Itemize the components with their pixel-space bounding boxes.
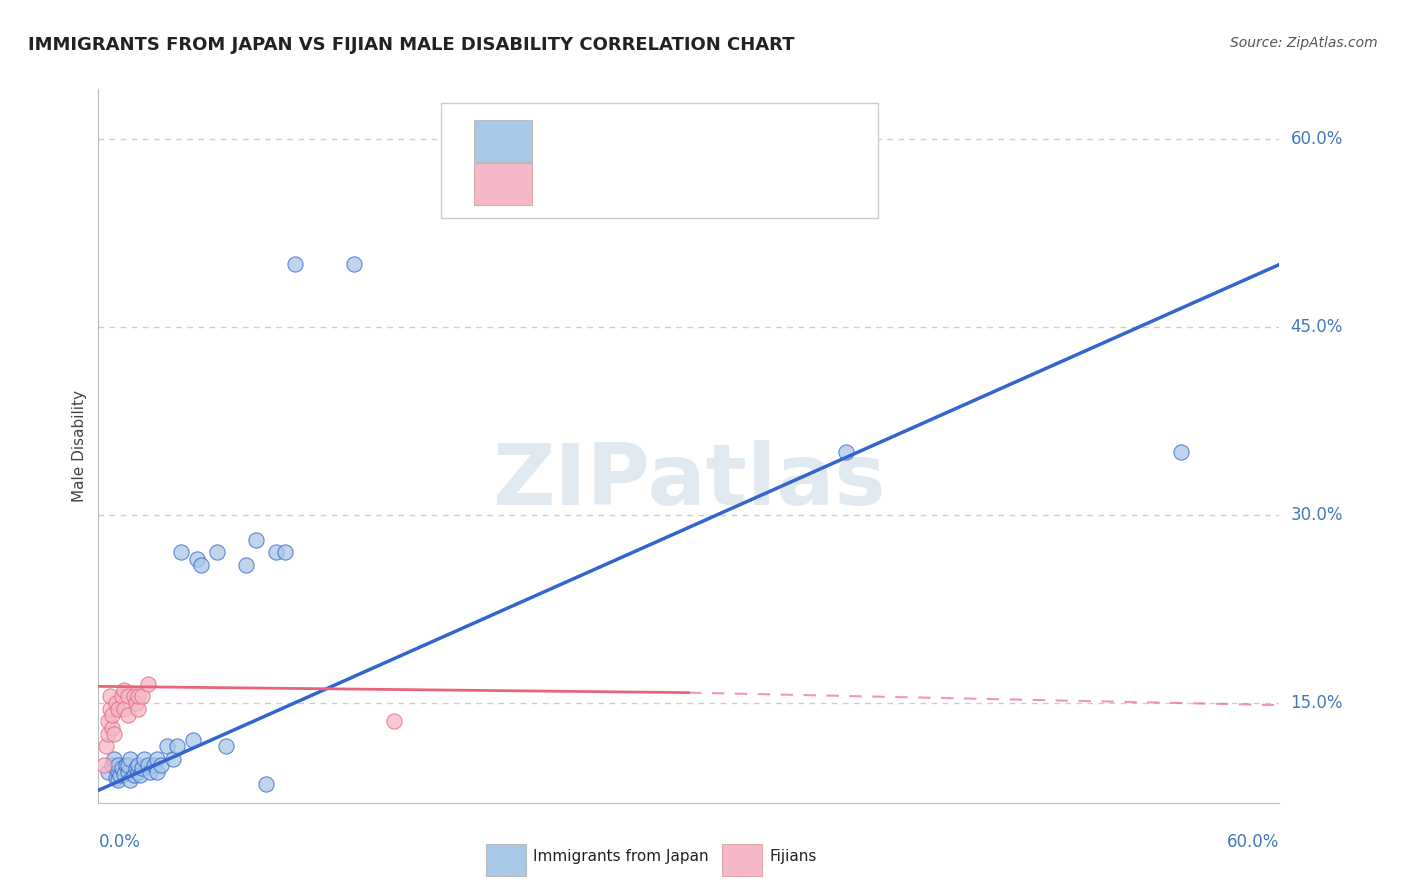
Point <box>215 739 238 754</box>
Point <box>108 768 131 782</box>
Point <box>118 752 141 766</box>
Point <box>835 445 858 459</box>
Text: ZIPatlas: ZIPatlas <box>492 440 886 524</box>
Point <box>382 714 405 729</box>
Text: Source: ZipAtlas.com: Source: ZipAtlas.com <box>1230 36 1378 50</box>
Point <box>150 758 173 772</box>
FancyBboxPatch shape <box>474 162 531 205</box>
Point <box>101 721 124 735</box>
Point <box>103 727 125 741</box>
Point <box>127 702 149 716</box>
Point <box>131 761 153 775</box>
Text: 60.0%: 60.0% <box>1227 833 1279 851</box>
Point <box>105 771 128 785</box>
Point <box>117 708 139 723</box>
Point <box>96 739 118 754</box>
Point <box>125 761 148 775</box>
Point <box>235 558 257 572</box>
Point <box>98 690 121 704</box>
Point <box>93 758 115 772</box>
Point <box>284 257 307 271</box>
Text: 60.0%: 60.0% <box>1291 130 1343 148</box>
Point <box>138 764 160 779</box>
Point <box>186 551 208 566</box>
Point <box>170 545 193 559</box>
Point <box>245 533 267 547</box>
FancyBboxPatch shape <box>486 844 526 876</box>
Point <box>205 545 228 559</box>
Point <box>107 758 129 772</box>
Point <box>122 690 145 704</box>
Point <box>98 702 121 716</box>
Point <box>181 733 204 747</box>
Point <box>136 677 159 691</box>
FancyBboxPatch shape <box>723 844 762 876</box>
Point <box>112 702 135 716</box>
Point <box>190 558 212 572</box>
FancyBboxPatch shape <box>474 120 531 162</box>
Point <box>142 758 165 772</box>
Text: Fijians: Fijians <box>769 849 817 863</box>
Point <box>274 545 297 559</box>
Text: 30.0%: 30.0% <box>1291 506 1343 524</box>
Point <box>146 764 169 779</box>
Point <box>118 773 141 788</box>
Point <box>117 764 139 779</box>
Text: Immigrants from Japan: Immigrants from Japan <box>533 849 709 863</box>
Point <box>125 696 148 710</box>
Point <box>264 545 287 559</box>
Point <box>107 773 129 788</box>
Point <box>166 739 188 754</box>
Point <box>254 777 277 791</box>
Point <box>107 764 129 779</box>
Point <box>128 768 150 782</box>
Point <box>127 764 149 779</box>
Point <box>103 752 125 766</box>
Point <box>115 758 138 772</box>
Point <box>1170 445 1192 459</box>
Point <box>111 690 134 704</box>
Point <box>146 752 169 766</box>
Point <box>97 764 120 779</box>
Point <box>132 752 155 766</box>
Text: R = -0.092   N = 23: R = -0.092 N = 23 <box>547 176 724 194</box>
Point <box>343 257 366 271</box>
Text: 45.0%: 45.0% <box>1291 318 1343 336</box>
Point <box>97 727 120 741</box>
Point <box>136 758 159 772</box>
Point <box>112 683 135 698</box>
Point <box>105 696 128 710</box>
Point <box>122 768 145 782</box>
Point <box>101 708 124 723</box>
Point <box>112 767 135 781</box>
Point <box>131 690 153 704</box>
Point <box>107 702 129 716</box>
Point <box>127 690 149 704</box>
Text: R =  0.610   N = 46: R = 0.610 N = 46 <box>547 133 723 151</box>
Y-axis label: Male Disability: Male Disability <box>72 390 87 502</box>
Point <box>162 752 184 766</box>
Point <box>97 714 120 729</box>
Text: 15.0%: 15.0% <box>1291 694 1343 712</box>
Point <box>127 758 149 772</box>
Point <box>117 758 139 772</box>
FancyBboxPatch shape <box>441 103 877 218</box>
Point <box>111 761 134 775</box>
Point <box>156 739 179 754</box>
Text: 0.0%: 0.0% <box>98 833 141 851</box>
Text: IMMIGRANTS FROM JAPAN VS FIJIAN MALE DISABILITY CORRELATION CHART: IMMIGRANTS FROM JAPAN VS FIJIAN MALE DIS… <box>28 36 794 54</box>
Point <box>117 690 139 704</box>
Point <box>101 758 124 772</box>
